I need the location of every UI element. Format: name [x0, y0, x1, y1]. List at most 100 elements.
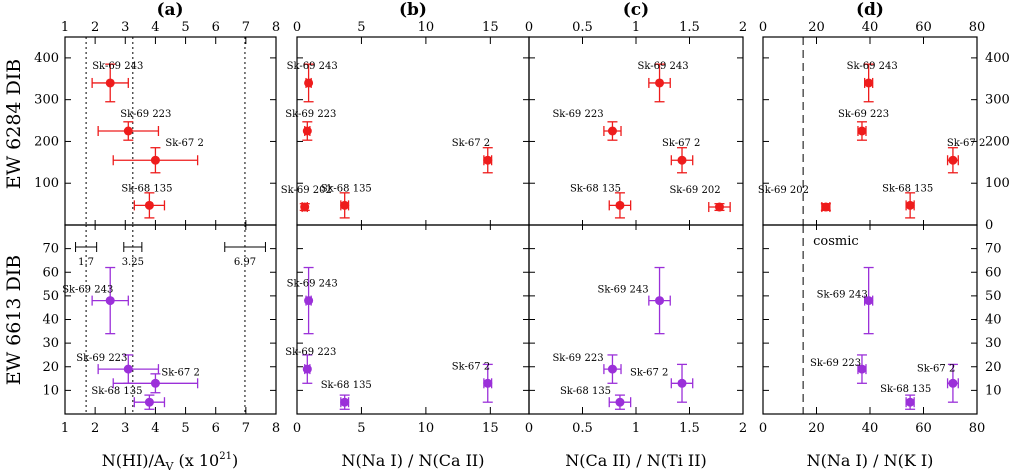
- point-label: Sk-67 2: [917, 363, 955, 374]
- data-point: Sk-69 223: [285, 109, 336, 141]
- scale-bar: 6.97: [224, 242, 266, 268]
- x-tick-label-top: 60: [915, 20, 932, 35]
- y-tick-label: 40: [985, 313, 1002, 328]
- data-point: Sk-68 135: [882, 183, 933, 219]
- x-tick-label-bottom: 7: [242, 421, 250, 436]
- panel-title-b: (b): [399, 0, 427, 20]
- y-tick-label: 50: [985, 289, 1002, 304]
- data-point: Sk-68 135: [570, 183, 632, 219]
- point-label: Sk-68 135: [321, 183, 372, 194]
- data-point: Sk-67 2: [112, 367, 200, 394]
- data-point: Sk-67 2: [662, 138, 700, 174]
- point-label: Sk-69 223: [552, 109, 603, 120]
- y-tick-label: 30: [42, 336, 59, 351]
- marker: [144, 200, 154, 210]
- x-tick-label-top: 0.5: [572, 20, 593, 35]
- data-point: Sk-67 2: [917, 363, 959, 403]
- marker: [144, 397, 154, 407]
- panel-title-d: (d): [856, 0, 884, 20]
- x-axis-label-c: N(Ca II) / N(Ti II): [565, 451, 707, 470]
- x-tick-label-top: 6: [212, 20, 220, 35]
- point-label: Sk-68 135: [121, 183, 172, 194]
- x-tick-label-top: 1: [61, 20, 69, 35]
- x-tick-label-bottom: 8: [272, 421, 280, 436]
- y-tick-label: 100: [34, 176, 59, 191]
- marker: [821, 202, 831, 212]
- point-label: Sk-69 243: [287, 279, 338, 290]
- data-point: Sk-69 243: [287, 266, 338, 335]
- x-tick-label-top: 40: [862, 20, 879, 35]
- point-label: Sk-67 2: [165, 138, 203, 149]
- data-point: Sk-69 202: [758, 185, 831, 213]
- y-tick-label: 10: [42, 383, 59, 398]
- data-point: Sk-69 223: [97, 109, 171, 141]
- scale-bar-label: 1.7: [78, 257, 94, 268]
- y-tick-label: 70: [42, 242, 59, 257]
- data-point: Sk-69 243: [287, 61, 338, 103]
- panel-d-row2: 10 20 30 40 50 60 70 Sk-69 243 Sk-69 223 Sk-67 2 S…: [762, 224, 1002, 415]
- data-point: Sk-69 202: [669, 185, 731, 213]
- x-tick-label-top: 8: [272, 20, 280, 35]
- x-tick-label-bottom: 0.5: [572, 421, 593, 436]
- scale-bar-label: 3.25: [122, 257, 144, 268]
- point-label: Sk-69 223: [76, 353, 127, 364]
- marker: [677, 155, 687, 165]
- y-tick-label: 40: [42, 313, 59, 328]
- data-point: Sk-69 243: [638, 61, 689, 103]
- data-point: Sk-69 223: [838, 109, 889, 141]
- x-tick-label-top: 4: [151, 20, 159, 35]
- data-point: Sk-68 135: [321, 380, 372, 410]
- panel-title-c: (c): [623, 0, 649, 20]
- marker: [655, 296, 665, 306]
- scale-bar-label: 6.97: [234, 257, 256, 268]
- marker: [864, 78, 874, 88]
- point-label: Sk-68 135: [880, 384, 931, 395]
- marker: [483, 155, 493, 165]
- data-point: Sk-68 135: [560, 386, 632, 410]
- point-label: Sk-69 223: [120, 109, 171, 120]
- point-label: Sk-69 243: [817, 290, 868, 301]
- data-point: Sk-67 2: [630, 363, 694, 403]
- x-axis-label-a: N(HI)/AV (x 1021): [102, 451, 238, 473]
- x-tick-label-top: 2: [739, 20, 747, 35]
- panel-a-row2: 10 20 30 40 50 60 70 Sk-69 243 Sk-69 223 Sk-67 2 S…: [42, 224, 277, 415]
- scale-bar: 3.25: [122, 242, 144, 268]
- row-label-ew6613: EW 6613 DIB: [3, 255, 25, 386]
- x-tick-label-bottom: 6: [212, 421, 220, 436]
- x-tick-label-bottom: 80: [969, 421, 986, 436]
- data-point: Sk-67 2: [112, 138, 204, 174]
- marker: [302, 126, 312, 136]
- x-tick-label-top: 15: [482, 20, 499, 35]
- marker: [655, 78, 665, 88]
- marker: [150, 378, 160, 388]
- panel-b-row1: Sk-69 243 Sk-69 223 Sk-67 2 Sk-68 135Sk-69 …: [281, 36, 530, 226]
- x-tick-label-bottom: 3: [121, 421, 129, 436]
- x-tick-label-bottom: 20: [808, 421, 825, 436]
- point-label: Sk-69 223: [552, 353, 603, 364]
- point-label: Sk-69 243: [62, 285, 113, 296]
- data-point: Sk-69 223: [810, 354, 867, 384]
- y-tick-label: 200: [985, 134, 1009, 149]
- point-label: Sk-68 135: [570, 183, 621, 194]
- y-tick-label: 0: [985, 218, 993, 233]
- panel-d-row1: 100 200 300 400 0 Sk-69 243 Sk-69 223 Sk-67 2 Sk…: [758, 36, 1009, 233]
- point-label: Sk-69 243: [847, 61, 898, 72]
- point-label: Sk-69 243: [598, 285, 649, 296]
- marker: [607, 364, 617, 374]
- data-point: Sk-69 202: [281, 185, 332, 213]
- marker: [714, 202, 724, 212]
- y-tick-label: 20: [42, 360, 59, 375]
- x-tick-label-bottom: 15: [482, 421, 499, 436]
- panel-title-a: (a): [156, 0, 183, 20]
- marker: [948, 378, 958, 388]
- marker: [123, 364, 133, 374]
- data-point: Sk-69 243: [598, 266, 671, 335]
- x-tick-label-bottom: 40: [862, 421, 879, 436]
- data-point: Sk-69 223: [552, 109, 622, 141]
- data-point: Sk-67 2: [947, 138, 985, 174]
- data-point: Sk-69 223: [552, 353, 622, 384]
- marker: [105, 296, 115, 306]
- x-tick-label-bottom: 1: [632, 421, 640, 436]
